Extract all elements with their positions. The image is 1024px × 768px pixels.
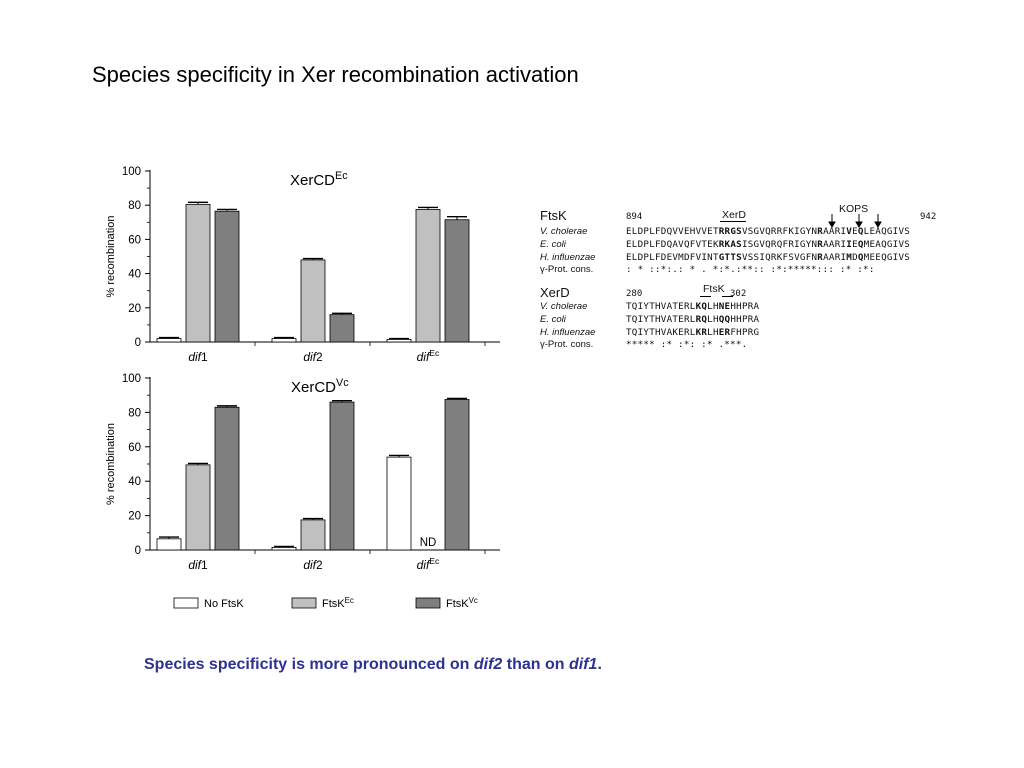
- legend-swatch: [173, 597, 199, 609]
- y-tick-label: 20: [128, 511, 141, 523]
- bar: [214, 406, 240, 551]
- y-tick-label: 20: [128, 303, 141, 315]
- y-axis-label: % recombination: [105, 423, 117, 505]
- bar: [214, 210, 240, 343]
- category-label: dif1: [188, 350, 208, 364]
- ftsk-tag: FtsK: [703, 283, 725, 295]
- chart-title: XerCDEc: [290, 170, 348, 189]
- kops-tag: KOPS: [839, 203, 869, 215]
- bar: [444, 399, 470, 551]
- bar: [185, 203, 211, 343]
- alignment-sequence: ELDPLFDQAVQFVTEKRKASISGVQRQFRIGYNRAARIIE…: [626, 239, 911, 250]
- caption-dif2: dif2: [473, 656, 503, 673]
- y-tick-label: 0: [135, 337, 141, 349]
- ftsk-tag-bar: [722, 296, 733, 298]
- bar: [444, 219, 470, 343]
- y-tick-label: 40: [128, 476, 141, 488]
- alignment-sequence: TQIYTHVATERLKQLHNEHHPRA: [626, 301, 760, 312]
- bar: [156, 338, 182, 343]
- caption-text: .: [597, 656, 602, 673]
- y-tick-label: 100: [122, 166, 141, 178]
- alignment-sequence: TQIYTHVAKERLKRLHERFHPRG: [626, 327, 760, 338]
- legend-label: FtsKVc: [446, 596, 478, 611]
- sequence-alignment: FtsK 894 942 XerD KOPS V. cholerae ELDPL…: [540, 200, 960, 360]
- category-label: difEc: [417, 556, 440, 572]
- alignment-header-xerd: XerD: [540, 285, 570, 300]
- alignment-label: H. influenzae: [540, 252, 596, 263]
- y-tick-label: 40: [128, 269, 141, 281]
- y-tick-label: 80: [128, 407, 141, 419]
- xerd-tag: XerD: [722, 209, 746, 221]
- bar: [415, 209, 441, 343]
- legend-swatch: [291, 597, 317, 609]
- caption-dif1: dif1: [568, 656, 598, 673]
- alignment-label: H. influenzae: [540, 327, 596, 338]
- chart-title: XerCDVc: [291, 377, 349, 396]
- xerd-tag-bar: [720, 221, 746, 223]
- alignment-sequence: TQIYTHVATERLRQLHQQHHPRA: [626, 314, 760, 325]
- bar: [185, 464, 211, 551]
- y-tick-label: 60: [128, 442, 141, 454]
- category-label: dif1: [188, 558, 208, 572]
- alignment-sequence: ELDPLFDEVMDFVINTGTTSVSSIQRKFSVGFNRAARIMD…: [626, 252, 911, 263]
- legend-label: No FtsK: [204, 598, 244, 610]
- caption-text: than on: [502, 656, 569, 673]
- bar: [271, 338, 297, 343]
- alignment-end-302: 302: [730, 289, 747, 299]
- bar: [386, 339, 412, 343]
- alignment-label: E. coli: [540, 314, 566, 325]
- caption-text: Species specificity is more pronounced o…: [144, 656, 474, 673]
- alignment-label: E. coli: [540, 239, 566, 250]
- alignment-label: γ-Prot. cons.: [540, 264, 594, 275]
- y-tick-label: 100: [122, 373, 141, 385]
- category-label: difEc: [417, 348, 440, 364]
- bar: [156, 538, 182, 551]
- category-label: dif2: [303, 350, 323, 364]
- alignment-start-280: 280: [626, 289, 643, 299]
- bar: [271, 547, 297, 551]
- slide-title: Species specificity in Xer recombination…: [92, 62, 579, 87]
- alignment-conservation: : * ::*:.: * . *:*.:**:: :*:*****::: :* …: [626, 264, 875, 275]
- y-axis-label: % recombination: [105, 216, 117, 298]
- y-tick-label: 60: [128, 234, 141, 246]
- category-label: dif2: [303, 558, 323, 572]
- alignment-end-942: 942: [920, 212, 937, 222]
- bar: [300, 519, 326, 551]
- alignment-label: V. cholerae: [540, 301, 588, 312]
- bar: [386, 456, 412, 551]
- bar: [300, 259, 326, 343]
- slide-caption: Species specificity is more pronounced o…: [144, 656, 602, 674]
- legend-swatch: [415, 597, 441, 609]
- alignment-conservation: ***** :* :*: :* .***.: [626, 339, 748, 350]
- kops-arrows: [828, 214, 882, 228]
- alignment-label: γ-Prot. cons.: [540, 339, 594, 350]
- alignment-start-894: 894: [626, 212, 643, 222]
- annotation-nd: ND: [420, 537, 437, 549]
- alignment-sequence: ELDPLFDQVVEHVVETRRGSVSGVQRRFKIGYNRAARIVE…: [626, 226, 911, 237]
- bar: [329, 401, 355, 551]
- y-tick-label: 80: [128, 200, 141, 212]
- ftsk-tag-bar: [700, 296, 711, 298]
- alignment-header-ftsk: FtsK: [540, 208, 567, 223]
- legend-label: FtsKEc: [322, 596, 354, 611]
- alignment-label: V. cholerae: [540, 226, 588, 237]
- bar: [329, 314, 355, 343]
- y-tick-label: 0: [135, 545, 141, 557]
